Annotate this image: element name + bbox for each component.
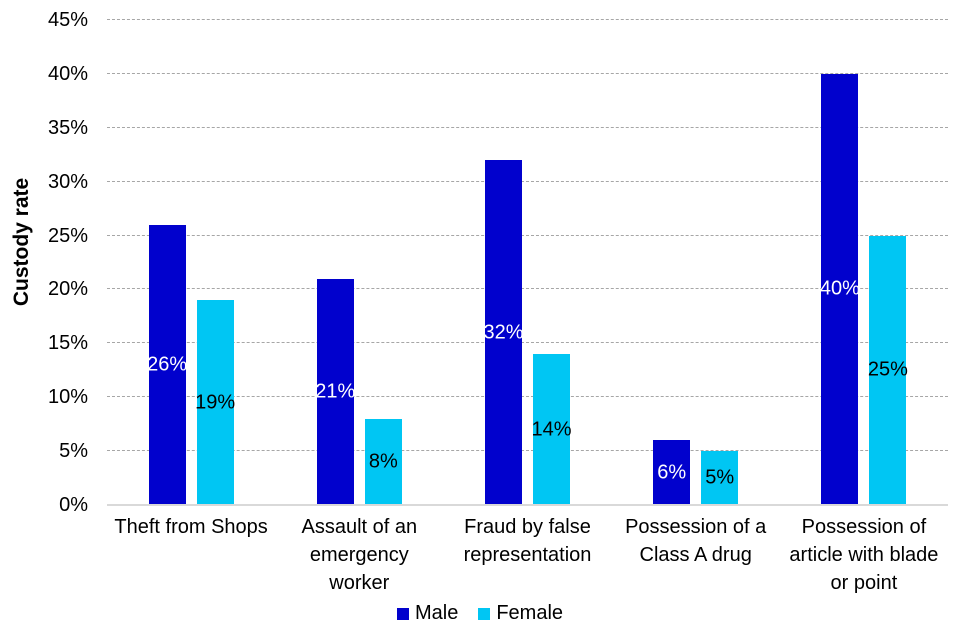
bar-value-label: 19% bbox=[195, 391, 236, 414]
legend-swatch-male bbox=[396, 607, 409, 620]
y-tick-label-30: 30% bbox=[47, 170, 88, 193]
bar-group-3: 32% 14% bbox=[443, 20, 611, 505]
bar-female-2: 8% bbox=[364, 418, 402, 505]
legend-item-male: Male bbox=[396, 602, 459, 625]
x-category-label-1: Theft from Shops bbox=[114, 516, 268, 538]
bar-value-label: 32% bbox=[483, 321, 524, 344]
gridline-45 bbox=[107, 19, 948, 20]
bar-male-5: 40% bbox=[819, 73, 860, 505]
y-tick-label-10: 10% bbox=[47, 386, 88, 409]
gridline-15 bbox=[107, 342, 948, 344]
bar-female-4: 5% bbox=[701, 451, 739, 505]
bar-female-3: 14% bbox=[531, 354, 572, 505]
gridline-25 bbox=[107, 234, 948, 236]
bar-female-1: 19% bbox=[195, 300, 236, 505]
legend-label-male: Male bbox=[414, 602, 459, 624]
bar-value-label: 26% bbox=[147, 353, 188, 376]
plot-area: 26% 19% 21% 8% 32% 14% 6% 5% 40% 25% bbox=[107, 19, 948, 506]
x-category-col-1: Theft from Shops bbox=[107, 513, 275, 597]
x-category-label-3: Fraud by false representation bbox=[463, 516, 592, 566]
y-tick-label-25: 25% bbox=[47, 224, 88, 247]
gridline-10 bbox=[107, 396, 948, 398]
y-tick-label-35: 35% bbox=[47, 116, 88, 139]
bar-value-label: 14% bbox=[531, 418, 572, 441]
bar-group-2: 21% 8% bbox=[275, 20, 443, 505]
bar-female-5: 25% bbox=[867, 235, 908, 505]
gridline-20 bbox=[107, 288, 948, 290]
x-axis-line bbox=[107, 504, 948, 506]
bar-value-label: 40% bbox=[819, 277, 860, 300]
y-tick-label-5: 5% bbox=[59, 440, 88, 463]
x-category-col-3: Fraud by false representation bbox=[443, 513, 611, 597]
bar-value-label: 25% bbox=[867, 358, 908, 381]
bar-group-5: 40% 25% bbox=[780, 20, 948, 505]
x-category-label-5: Possession of article with blade or poin… bbox=[789, 516, 939, 594]
bar-group-1: 26% 19% bbox=[107, 20, 275, 505]
gridline-5 bbox=[107, 450, 948, 452]
bar-group-4: 6% 5% bbox=[612, 20, 780, 505]
x-category-labels: Theft from Shops Assault of an emergency … bbox=[107, 513, 948, 597]
legend-item-female: Female bbox=[478, 602, 563, 625]
y-tick-label-45: 45% bbox=[47, 9, 88, 31]
bar-value-label: 6% bbox=[657, 461, 687, 484]
y-tick-label-40: 40% bbox=[47, 62, 88, 85]
bar-value-label: 5% bbox=[705, 466, 735, 489]
bar-male-2: 21% bbox=[315, 278, 356, 505]
gridlines bbox=[107, 19, 948, 505]
bar-groups: 26% 19% 21% 8% 32% 14% 6% 5% 40% 25% bbox=[107, 20, 948, 505]
legend-label-female: Female bbox=[496, 602, 564, 624]
bar-male-4: 6% bbox=[653, 440, 691, 505]
gridline-35 bbox=[107, 126, 948, 128]
bar-value-label: 8% bbox=[368, 450, 398, 473]
x-category-label-4: Possession of a Class A drug bbox=[625, 516, 767, 566]
x-category-col-5: Possession of article with blade or poin… bbox=[780, 513, 948, 597]
bar-value-label: 21% bbox=[315, 380, 356, 403]
gridline-30 bbox=[107, 180, 948, 182]
x-category-col-2: Assault of an emergency worker bbox=[275, 513, 443, 597]
bar-male-1: 26% bbox=[147, 224, 188, 505]
x-category-col-4: Possession of a Class A drug bbox=[612, 513, 780, 597]
legend: Male Female bbox=[0, 602, 960, 625]
bar-male-3: 32% bbox=[483, 160, 524, 505]
x-category-label-2: Assault of an emergency worker bbox=[301, 516, 418, 594]
gridline-40 bbox=[107, 72, 948, 74]
y-tick-label-20: 20% bbox=[47, 278, 88, 301]
y-tick-label-0: 0% bbox=[59, 494, 88, 516]
y-tick-label-15: 15% bbox=[47, 332, 88, 355]
legend-swatch-female bbox=[478, 607, 491, 620]
